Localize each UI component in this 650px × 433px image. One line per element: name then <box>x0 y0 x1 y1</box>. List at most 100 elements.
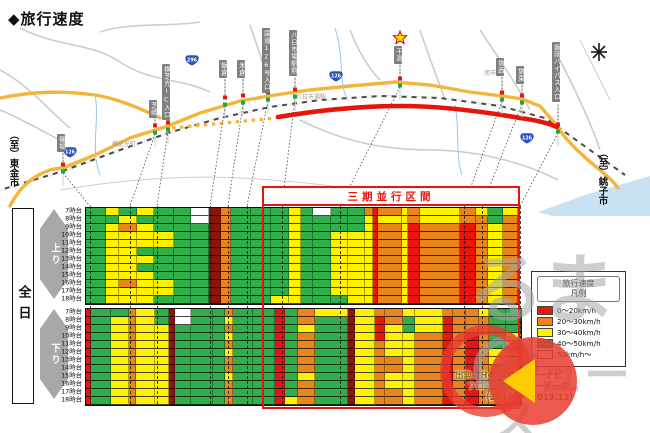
heatmap-cell <box>301 248 313 256</box>
heatmap-cell <box>119 264 137 272</box>
heatmap-cell <box>373 224 378 232</box>
heatmap-cell <box>231 288 251 296</box>
heatmap-cell <box>191 216 209 224</box>
heatmap-cell <box>289 240 301 248</box>
heatmap-cell <box>453 365 466 373</box>
heatmap-cell <box>375 341 385 349</box>
heatmap-cell <box>289 264 301 272</box>
heatmap-cell <box>111 325 129 333</box>
heatmap-cell <box>137 224 154 232</box>
heatmap-cell <box>403 365 415 373</box>
heatmap-cell <box>408 208 420 216</box>
route-shield-icon: 126 <box>328 70 344 83</box>
heatmap-cell <box>221 232 231 240</box>
heatmap-cell <box>479 349 489 357</box>
legend-color-chip <box>537 350 553 359</box>
heatmap-cell <box>221 296 231 304</box>
heatmap-cell <box>155 333 169 341</box>
heatmap-cell <box>313 216 331 224</box>
guide-line <box>90 206 91 404</box>
heatmap-cell <box>365 248 373 256</box>
heatmap-cell <box>489 309 506 317</box>
heatmap-cell <box>489 357 506 365</box>
time-row-label: 15時台 <box>61 270 82 279</box>
heatmap-cell <box>348 357 355 365</box>
heatmap-cell <box>365 224 373 232</box>
heatmap-cell <box>175 373 191 381</box>
heatmap-cell <box>191 357 213 365</box>
heatmap-cell <box>225 349 233 357</box>
heatmap-cell <box>137 256 154 264</box>
heatmap-cell <box>191 333 213 341</box>
heatmap-cell <box>129 341 136 349</box>
signal-green-marker <box>266 97 270 102</box>
heatmap-cell <box>251 280 271 288</box>
heatmap-cell <box>175 389 191 397</box>
heatmap-cell <box>285 317 298 325</box>
heatmap-cell <box>209 208 221 216</box>
heatmap-cell <box>506 325 521 333</box>
heatmap-cell <box>506 357 521 365</box>
heatmap-cell <box>415 381 443 389</box>
heatmap-cell <box>420 296 460 304</box>
city-label: 八日市場駅 <box>296 93 326 101</box>
signal-green-marker <box>520 100 524 105</box>
heatmap-cell <box>231 296 251 304</box>
heatmap-cell <box>331 208 348 216</box>
heatmap-cell <box>443 309 453 317</box>
heatmap-cell <box>453 317 466 325</box>
heatmap-cell <box>348 325 355 333</box>
heatmap-cell <box>137 264 154 272</box>
heatmap-cell <box>301 232 313 240</box>
heatmap-cell <box>221 216 231 224</box>
heatmap-cell <box>373 240 378 248</box>
heatmap-cell <box>136 397 155 405</box>
heatmap-cell <box>174 288 191 296</box>
heatmap-cell <box>209 280 221 288</box>
junction-label: 袋東 <box>515 66 525 84</box>
heatmap-cell <box>298 373 315 381</box>
heatmap-cell <box>301 264 313 272</box>
heatmap-cell <box>271 240 289 248</box>
legend-color-chip <box>537 306 553 315</box>
heatmap-cell <box>137 216 154 224</box>
time-row-label: 8時台 <box>65 214 82 223</box>
heatmap-cell <box>285 309 298 317</box>
heatmap-cell <box>209 216 221 224</box>
heatmap-cell <box>378 296 402 304</box>
heatmap-cell <box>466 333 479 341</box>
heatmap-cell <box>155 349 169 357</box>
heatmap-cell <box>86 288 106 296</box>
heatmap-cell <box>275 309 285 317</box>
heatmap-cell <box>175 357 191 365</box>
heatmap-cell <box>233 317 253 325</box>
signal-red-marker <box>61 162 65 167</box>
time-row-label: 16時台 <box>61 278 82 287</box>
junction-label: 横芝光IC入口 <box>161 64 171 120</box>
time-row-label: 14時台 <box>61 363 82 372</box>
time-row-label: 14時台 <box>61 262 82 271</box>
heatmap-cell <box>233 349 253 357</box>
heatmap-cell <box>169 389 175 397</box>
guide-line <box>464 206 465 404</box>
heatmap-cell <box>191 325 213 333</box>
guide-line <box>340 206 341 404</box>
heatmap-cell <box>129 325 136 333</box>
heatmap-cell <box>373 248 378 256</box>
heatmap-cell <box>154 280 174 288</box>
heatmap-cell <box>137 240 154 248</box>
heatmap-cell <box>209 256 221 264</box>
signal-red-marker <box>266 90 270 95</box>
heatmap-cell <box>111 373 129 381</box>
heatmap-cell <box>285 365 298 373</box>
heatmap-cell <box>503 264 518 272</box>
heatmap-cell <box>348 288 365 296</box>
heatmap-cell <box>175 309 191 317</box>
heatmap-cell <box>213 365 225 373</box>
heatmap-cell <box>233 381 253 389</box>
legend-color-chip <box>537 317 553 326</box>
heatmap-cell <box>365 216 373 224</box>
signal-red-marker <box>500 90 504 95</box>
heatmap-cell <box>175 365 191 373</box>
heatmap-cell <box>373 208 378 216</box>
